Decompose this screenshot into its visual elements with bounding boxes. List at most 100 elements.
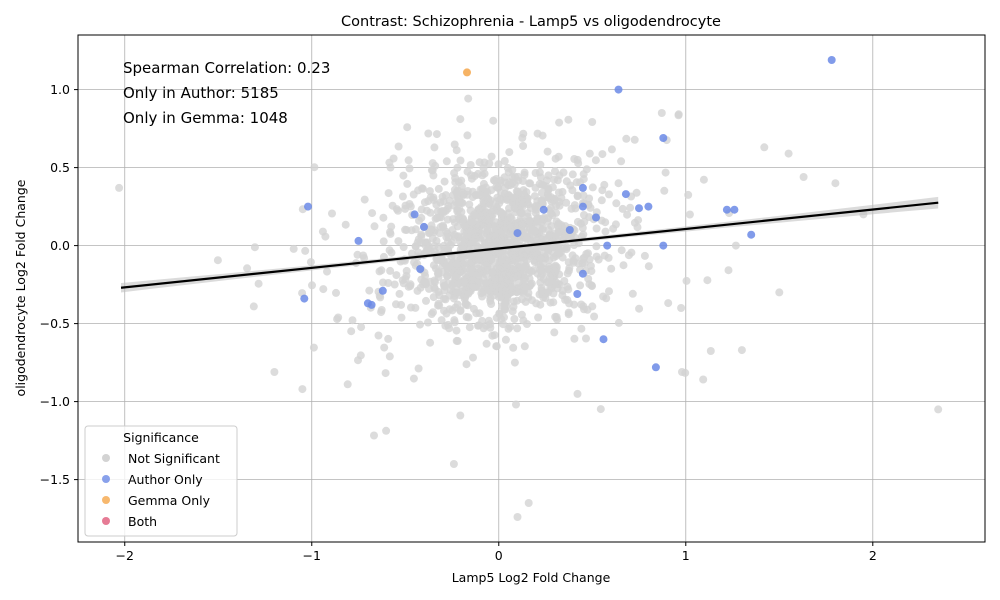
point-not-significant	[479, 324, 488, 333]
point-not-significant	[591, 156, 600, 165]
point-not-significant	[644, 262, 653, 271]
y-tick-label: −1.0	[40, 394, 70, 409]
point-not-significant	[427, 310, 436, 318]
point-not-significant	[440, 306, 448, 315]
point-not-significant	[775, 288, 784, 297]
point-not-significant	[254, 279, 263, 288]
point-not-significant	[519, 198, 528, 207]
x-tick-label: −2	[116, 548, 134, 563]
point-not-significant	[368, 209, 377, 218]
point-not-significant	[578, 224, 587, 232]
point-not-significant	[570, 334, 579, 343]
x-axis-label: Lamp5 Log2 Fold Change	[452, 570, 611, 585]
point-not-significant	[545, 232, 554, 241]
point-not-significant	[411, 225, 420, 234]
point-not-significant	[453, 222, 462, 231]
point-not-significant	[435, 229, 444, 238]
point-not-significant	[495, 261, 503, 270]
y-tick-label: 0.5	[50, 160, 70, 175]
point-not-significant	[413, 286, 422, 295]
point-not-significant	[546, 298, 555, 307]
point-author-only	[513, 229, 522, 238]
point-not-significant	[568, 186, 577, 195]
point-not-significant	[461, 276, 469, 285]
point-author-only	[827, 56, 836, 64]
point-author-only	[599, 335, 608, 344]
point-not-significant	[370, 431, 378, 440]
point-not-significant	[466, 265, 474, 274]
point-not-significant	[532, 299, 541, 308]
point-not-significant	[379, 278, 387, 287]
point-not-significant	[464, 288, 473, 297]
significant-points	[300, 56, 836, 372]
point-not-significant	[597, 196, 606, 205]
point-not-significant	[452, 284, 461, 293]
point-not-significant	[594, 255, 603, 264]
point-not-significant	[431, 214, 440, 223]
point-not-significant	[494, 160, 503, 169]
point-not-significant	[496, 189, 505, 197]
point-not-significant	[433, 256, 442, 265]
point-not-significant	[495, 310, 504, 318]
point-not-significant	[431, 264, 440, 273]
point-not-significant	[585, 280, 594, 289]
point-not-significant	[243, 264, 252, 273]
point-not-significant	[428, 166, 437, 175]
point-author-only	[573, 290, 582, 298]
point-not-significant	[301, 246, 310, 255]
point-not-significant	[699, 175, 708, 184]
legend-label-not-significant: Not Significant	[128, 451, 220, 466]
point-not-significant	[403, 123, 412, 132]
point-not-significant	[607, 145, 616, 154]
point-not-significant	[530, 192, 539, 201]
legend-marker-author-only	[102, 475, 110, 483]
point-not-significant	[448, 238, 456, 247]
point-not-significant	[588, 183, 597, 192]
axes-frame	[77, 34, 986, 543]
point-not-significant	[421, 278, 430, 287]
point-not-significant	[598, 150, 607, 159]
point-not-significant	[472, 309, 481, 318]
point-not-significant	[513, 513, 522, 521]
point-not-significant	[544, 278, 553, 287]
point-not-significant	[429, 293, 438, 302]
point-not-significant	[585, 194, 594, 203]
point-not-significant	[586, 203, 595, 212]
point-not-significant	[760, 143, 769, 152]
point-not-significant	[573, 389, 582, 398]
point-not-significant	[442, 157, 451, 166]
point-not-significant	[404, 282, 413, 291]
point-not-significant	[430, 276, 439, 285]
point-not-significant	[624, 251, 633, 260]
point-not-significant	[619, 261, 628, 270]
author-only-count-annotation: Only in Author: 5185	[123, 84, 279, 102]
point-author-only	[539, 205, 548, 214]
point-not-significant	[534, 313, 543, 322]
point-not-significant	[512, 194, 520, 203]
point-not-significant	[567, 204, 576, 213]
point-not-significant	[450, 316, 459, 325]
point-not-significant	[439, 241, 448, 250]
point-not-significant	[607, 264, 616, 273]
point-not-significant	[622, 134, 631, 143]
point-not-significant	[348, 316, 357, 325]
point-not-significant	[517, 310, 526, 319]
point-not-significant	[435, 301, 444, 310]
point-not-significant	[539, 233, 548, 242]
point-not-significant	[617, 157, 626, 166]
point-not-significant	[458, 188, 467, 197]
point-not-significant	[537, 188, 546, 197]
point-not-significant	[564, 285, 573, 294]
point-not-significant	[467, 171, 475, 180]
point-not-significant	[492, 342, 501, 351]
point-not-significant	[399, 171, 408, 180]
point-not-significant	[533, 129, 542, 138]
point-not-significant	[640, 251, 649, 260]
point-not-significant	[270, 368, 279, 376]
point-not-significant	[531, 202, 540, 211]
point-not-significant	[399, 243, 408, 251]
point-not-significant	[547, 284, 556, 293]
point-not-significant	[394, 237, 403, 246]
point-not-significant	[409, 190, 418, 199]
point-not-significant	[677, 304, 686, 312]
